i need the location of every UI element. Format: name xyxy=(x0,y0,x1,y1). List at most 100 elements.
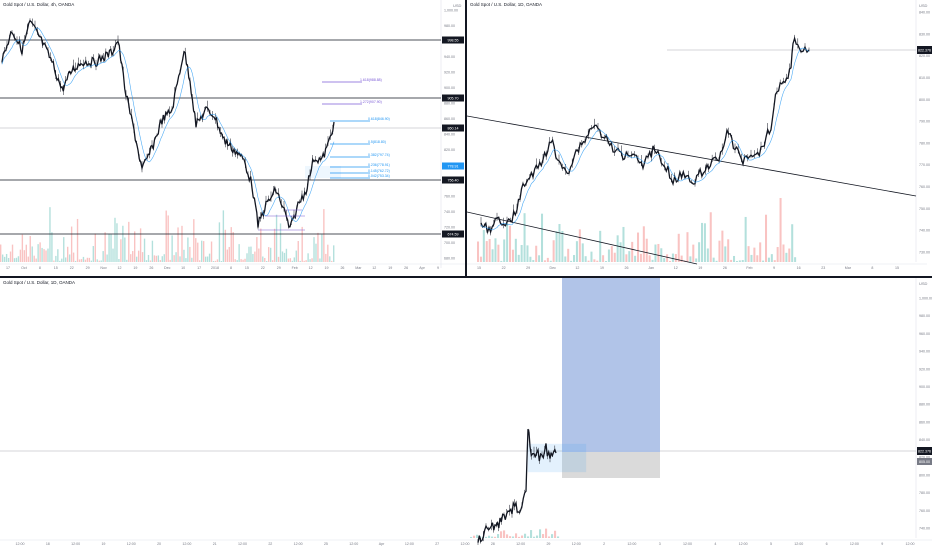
time-tick-label: 12:00 xyxy=(627,542,636,546)
volume-bar xyxy=(295,250,297,262)
symbol-legend[interactable]: Gold Spot / U.S. Dollar, 1D, OANDA xyxy=(3,280,76,285)
volume-bar xyxy=(301,226,303,262)
volume-bar xyxy=(240,259,242,262)
price-tick-label: 760.00 xyxy=(919,509,930,513)
volume-bar xyxy=(78,259,81,262)
volume-bar xyxy=(317,232,319,262)
volume-bar xyxy=(197,242,199,262)
volume-bar xyxy=(289,258,292,262)
volume-bar xyxy=(134,231,136,262)
time-tick-label: 12:00 xyxy=(405,542,414,546)
volume-bar xyxy=(527,536,530,538)
pane-divider-vertical[interactable] xyxy=(465,0,467,276)
volume-bar xyxy=(268,247,270,262)
chart-pane-top-right[interactable]: Gold Spot / U.S. Dollar, 1D, OANDA USD 8… xyxy=(467,0,932,276)
volume-bar xyxy=(657,243,660,262)
volume-bar xyxy=(19,249,22,262)
volume-bar xyxy=(220,260,223,262)
volume-bar xyxy=(84,259,87,262)
volume-bar xyxy=(773,260,776,262)
volume-bar xyxy=(187,237,189,262)
long-position-target-zone[interactable] xyxy=(562,278,660,452)
moving-average-line xyxy=(480,47,810,231)
volume-bar xyxy=(189,246,191,262)
volume-bar xyxy=(645,238,648,262)
volume-bar xyxy=(195,238,197,262)
time-tick-label: 12 xyxy=(575,266,579,270)
volume-bar xyxy=(663,258,666,262)
volume-bar xyxy=(541,213,544,262)
time-tick-label: 25 xyxy=(324,542,328,546)
volume-bar xyxy=(503,239,506,262)
volume-bar xyxy=(323,209,325,262)
time-tick-label: 29 xyxy=(86,266,90,270)
time-tick-label: 15 xyxy=(54,266,58,270)
volume-bar xyxy=(331,260,333,262)
time-tick-label: Nov xyxy=(100,266,107,270)
long-position-stop-zone[interactable] xyxy=(562,452,660,478)
volume-bar xyxy=(536,535,539,538)
volume-bar xyxy=(309,259,311,262)
volume-bar xyxy=(171,235,173,262)
volume-bar xyxy=(482,230,485,262)
volume-bar xyxy=(74,260,77,262)
price-chart[interactable]: 1,000.00980.00960.00940.00920.00900.0088… xyxy=(0,278,932,550)
pane-divider-horizontal[interactable] xyxy=(0,276,932,278)
volume-bar xyxy=(57,249,59,262)
chart-pane-top-left[interactable]: Gold Spot / U.S. Dollar, 4h, OANDA USD 1… xyxy=(0,0,465,276)
volume-bar xyxy=(155,255,158,262)
volume-bar xyxy=(747,246,750,262)
volume-bar xyxy=(515,533,518,538)
volume-bar xyxy=(35,258,37,262)
volume-bar xyxy=(303,260,305,262)
volume-bar xyxy=(532,260,535,262)
volume-bar xyxy=(287,258,290,262)
volume-bar xyxy=(147,254,150,262)
volume-bar xyxy=(163,254,165,262)
volume-bar xyxy=(721,230,724,262)
volume-bar xyxy=(767,257,770,262)
volume-bar xyxy=(692,244,695,262)
symbol-legend[interactable]: Gold Spot / U.S. Dollar, 1D, OANDA xyxy=(470,2,543,7)
volume-bar xyxy=(224,229,227,262)
time-tick-label: 12:00 xyxy=(683,542,692,546)
range-box[interactable] xyxy=(527,443,587,473)
volume-bar xyxy=(143,238,146,262)
time-tick-label: 29 xyxy=(546,542,550,546)
volume-bar xyxy=(132,251,134,262)
volume-bar xyxy=(275,214,278,262)
trend-line[interactable] xyxy=(467,115,917,197)
time-tick-label: Oct xyxy=(21,266,27,270)
volume-bar xyxy=(65,257,67,262)
volume-bar xyxy=(25,244,27,262)
volume-bar xyxy=(183,249,185,262)
price-chart[interactable]: 840.00 830.00 820.00 810.00 800.00 790.00 780.… xyxy=(467,0,932,276)
last-price-badge xyxy=(917,447,932,455)
volume-bar xyxy=(514,238,517,262)
volume-bar xyxy=(61,258,63,262)
volume-bar xyxy=(631,241,634,262)
time-tick-label: 12 xyxy=(372,266,376,270)
price-tick-label: 720.00 xyxy=(444,226,455,230)
price-tick-label: 880.00 xyxy=(919,403,930,407)
volume-bar xyxy=(236,260,238,262)
symbol-legend[interactable]: Gold Spot / U.S. Dollar, 4h, OANDA xyxy=(3,2,75,7)
price-tick-label: 860.00 xyxy=(444,117,455,121)
volume-bar xyxy=(281,251,284,262)
time-tick-label: 12:00 xyxy=(461,542,470,546)
price-chart[interactable]: 1,000.00980.00960.00940.00920.00900.0088… xyxy=(0,0,465,276)
volume-bar xyxy=(80,259,83,262)
volume-bar xyxy=(70,226,73,262)
price-tick-label: 880.00 xyxy=(444,102,455,106)
time-tick-label: 10 xyxy=(181,266,185,270)
volume-bar xyxy=(567,248,570,262)
volume-bar xyxy=(108,233,110,262)
volume-bar xyxy=(226,249,228,262)
time-tick-label: 12:00 xyxy=(238,542,247,546)
price-tick-label: 730.00 xyxy=(919,251,930,255)
chart-pane-bottom[interactable]: Gold Spot / U.S. Dollar, 1D, OANDA USD 1… xyxy=(0,278,932,550)
trend-line[interactable] xyxy=(467,211,698,265)
volume-bar xyxy=(246,253,248,262)
volume-bar xyxy=(126,259,128,262)
volume-bar xyxy=(177,227,179,262)
